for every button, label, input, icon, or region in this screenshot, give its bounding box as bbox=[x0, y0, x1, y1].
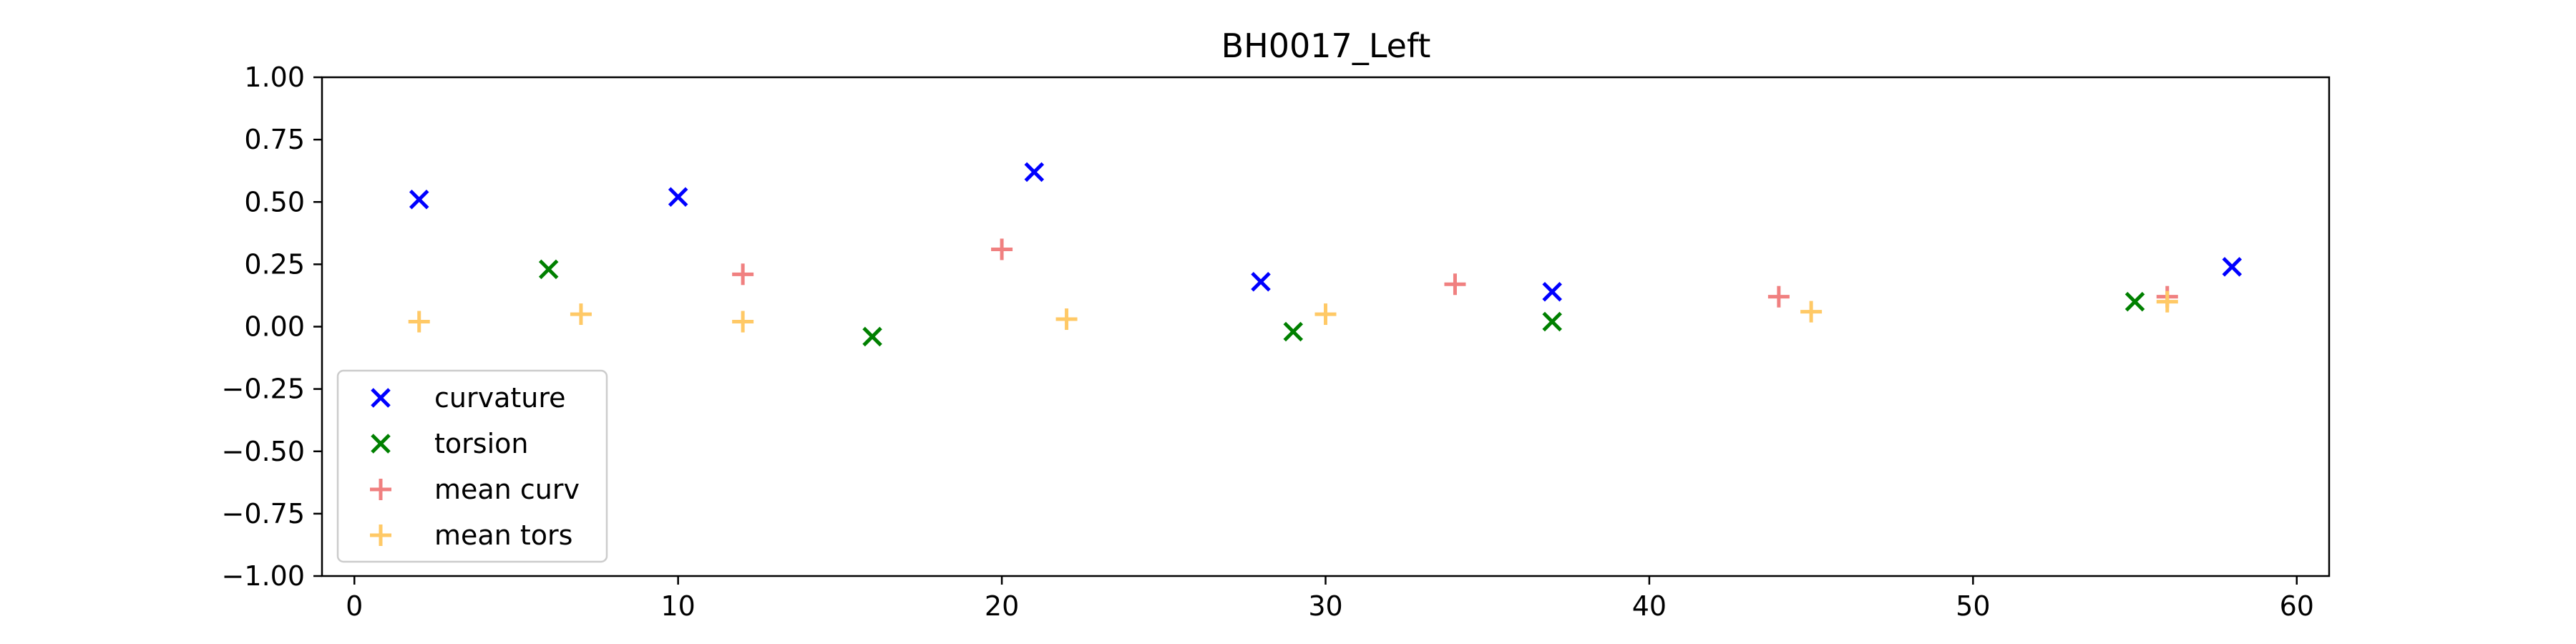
x-tick-label: 30 bbox=[1308, 590, 1342, 622]
data-point bbox=[2156, 291, 2178, 313]
x-tick-label: 10 bbox=[660, 590, 695, 622]
plot-frame bbox=[321, 76, 2331, 577]
data-point bbox=[2222, 257, 2243, 277]
legend-label: torsion bbox=[434, 428, 528, 459]
data-point bbox=[1800, 301, 1823, 323]
legend-box bbox=[336, 369, 608, 563]
data-point bbox=[570, 303, 592, 326]
y-tick-label: 0.25 bbox=[244, 248, 305, 280]
y-tick-label: −1.00 bbox=[222, 560, 305, 592]
legend-marker bbox=[371, 434, 391, 454]
y-tick-label: 1.00 bbox=[244, 62, 305, 93]
data-point bbox=[409, 189, 429, 210]
legend-marker bbox=[370, 525, 391, 546]
x-tick-label: 50 bbox=[1956, 590, 1990, 622]
legend-entry: curvature bbox=[371, 382, 566, 414]
data-point bbox=[1314, 303, 1337, 326]
y-tick-label: 0.50 bbox=[244, 186, 305, 218]
x-tick-label: 60 bbox=[2280, 590, 2314, 622]
legend-label: curvature bbox=[434, 382, 566, 414]
data-point bbox=[732, 311, 754, 333]
data-point bbox=[2124, 291, 2145, 312]
x-tick-label: 0 bbox=[346, 590, 363, 622]
chart-title: BH0017_Left bbox=[1221, 26, 1431, 65]
data-point bbox=[1251, 272, 1271, 292]
legend: curvature torsion mean curv mean tors bbox=[336, 369, 608, 563]
x-tick-label: 40 bbox=[1632, 590, 1667, 622]
data-point bbox=[862, 326, 882, 347]
data-point bbox=[1055, 308, 1078, 331]
series-curvature bbox=[409, 162, 2243, 302]
data-point bbox=[538, 259, 559, 280]
data-point bbox=[1542, 281, 1562, 302]
y-tick-label: −0.75 bbox=[222, 498, 305, 530]
series-mean-curv bbox=[732, 238, 2178, 308]
x-tick-label: 20 bbox=[985, 590, 1019, 622]
y-tick-label: −0.25 bbox=[222, 374, 305, 405]
data-point bbox=[1767, 286, 1790, 308]
data-point bbox=[668, 187, 688, 208]
data-point bbox=[991, 238, 1013, 260]
data-point bbox=[1024, 162, 1045, 182]
data-point bbox=[408, 311, 430, 333]
legend-entry: mean curv bbox=[370, 474, 580, 505]
data-marks bbox=[408, 162, 2243, 347]
series-torsion bbox=[538, 259, 2145, 347]
axis-layer: 0 10 20 30 40 50 60 1.00 0.75 0.50 0.25 0.00 −0.25 −0… bbox=[222, 62, 2314, 622]
legend-label: mean tors bbox=[434, 519, 572, 551]
legend-marker bbox=[371, 388, 391, 408]
legend-label: mean curv bbox=[434, 474, 580, 505]
data-point bbox=[732, 263, 754, 286]
legend-entry: torsion bbox=[371, 428, 528, 459]
y-tick-label: 0.75 bbox=[244, 124, 305, 155]
legend-marker bbox=[370, 479, 391, 500]
data-point bbox=[1444, 273, 1466, 296]
legend-entry: mean tors bbox=[370, 519, 572, 551]
series-mean-tors bbox=[408, 291, 2178, 333]
data-point bbox=[1283, 321, 1304, 342]
y-tick-label: 0.00 bbox=[244, 311, 305, 343]
data-point bbox=[1542, 311, 1562, 332]
y-tick-label: −0.50 bbox=[222, 436, 305, 467]
